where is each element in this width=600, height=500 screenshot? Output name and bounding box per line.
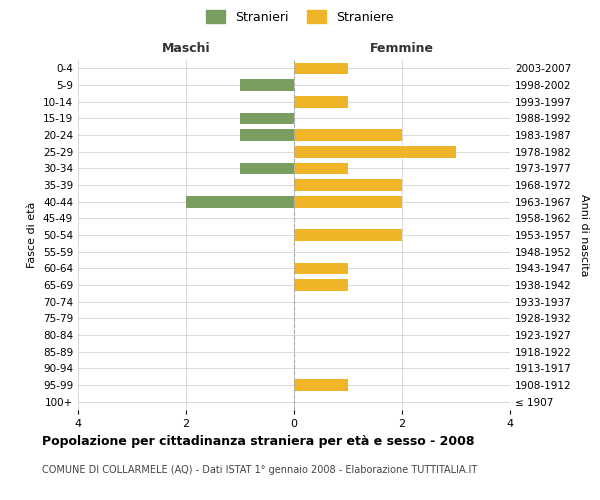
Text: Femmine: Femmine bbox=[370, 42, 434, 55]
Bar bbox=[294, 129, 402, 141]
Bar bbox=[240, 129, 294, 141]
Bar bbox=[240, 112, 294, 124]
Bar bbox=[294, 179, 402, 191]
Y-axis label: Fasce di età: Fasce di età bbox=[28, 202, 37, 268]
Bar bbox=[294, 62, 348, 74]
Y-axis label: Anni di nascita: Anni di nascita bbox=[578, 194, 589, 276]
Bar bbox=[294, 262, 348, 274]
Bar bbox=[240, 79, 294, 91]
Bar bbox=[294, 146, 456, 158]
Text: Maschi: Maschi bbox=[161, 42, 211, 55]
Text: Popolazione per cittadinanza straniera per età e sesso - 2008: Popolazione per cittadinanza straniera p… bbox=[42, 435, 475, 448]
Bar bbox=[294, 229, 402, 241]
Bar bbox=[294, 96, 348, 108]
Bar bbox=[294, 162, 348, 174]
Bar bbox=[240, 162, 294, 174]
Bar bbox=[294, 379, 348, 391]
Legend: Stranieri, Straniere: Stranieri, Straniere bbox=[203, 6, 397, 28]
Text: COMUNE DI COLLARMELE (AQ) - Dati ISTAT 1° gennaio 2008 - Elaborazione TUTTITALIA: COMUNE DI COLLARMELE (AQ) - Dati ISTAT 1… bbox=[42, 465, 477, 475]
Bar bbox=[294, 279, 348, 291]
Bar bbox=[294, 196, 402, 207]
Bar bbox=[186, 196, 294, 207]
